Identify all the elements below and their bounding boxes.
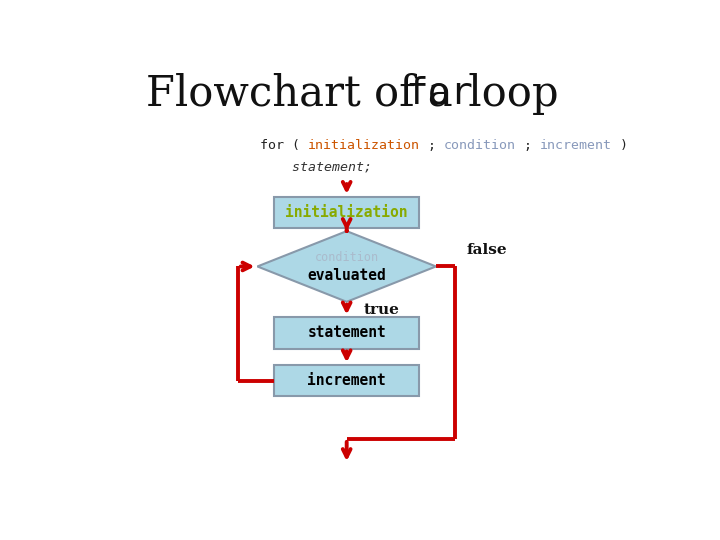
Text: increment: increment bbox=[307, 373, 386, 388]
Text: condition: condition bbox=[444, 139, 516, 152]
Text: for (: for ( bbox=[260, 139, 308, 152]
Text: evaluated: evaluated bbox=[307, 268, 386, 283]
Text: for: for bbox=[405, 76, 473, 112]
Text: Flowchart of a: Flowchart of a bbox=[145, 73, 466, 115]
Text: initialization: initialization bbox=[285, 205, 408, 220]
Text: false: false bbox=[467, 243, 508, 257]
Text: ;: ; bbox=[516, 139, 540, 152]
Text: initialization: initialization bbox=[308, 139, 420, 152]
Text: ): ) bbox=[612, 139, 628, 152]
Text: increment: increment bbox=[540, 139, 612, 152]
FancyBboxPatch shape bbox=[274, 365, 419, 396]
Text: statement: statement bbox=[307, 326, 386, 341]
Polygon shape bbox=[258, 231, 436, 302]
Text: true: true bbox=[364, 302, 400, 316]
Text: condition: condition bbox=[315, 251, 379, 264]
Text: ;: ; bbox=[420, 139, 444, 152]
Text: statement;: statement; bbox=[260, 160, 372, 173]
FancyBboxPatch shape bbox=[274, 197, 419, 228]
Text: loop: loop bbox=[456, 73, 559, 115]
FancyBboxPatch shape bbox=[274, 318, 419, 349]
